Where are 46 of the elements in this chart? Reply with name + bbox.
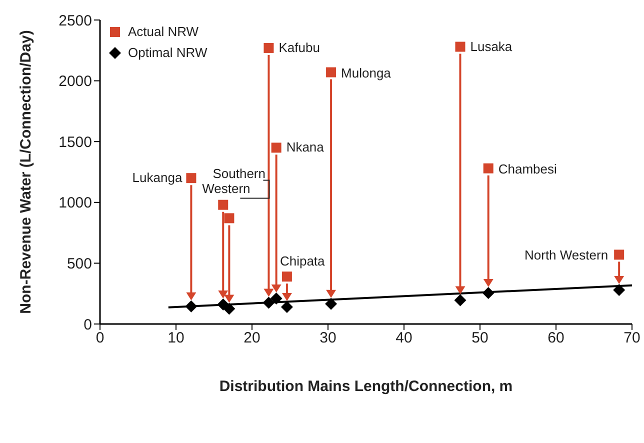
y-tick-label: 2500 — [58, 12, 92, 30]
annotation: Nkana — [286, 140, 325, 155]
point — [223, 302, 236, 315]
point — [218, 200, 228, 210]
point — [186, 173, 196, 184]
x-tick-label: 30 — [320, 330, 336, 347]
annotation: Western — [202, 181, 250, 196]
annotation: Southern — [212, 166, 266, 181]
annotation: Lukanga — [132, 170, 183, 186]
point — [614, 250, 624, 260]
point — [264, 42, 274, 53]
annotation: Chipata — [280, 254, 326, 269]
x-tick-label: 0 — [96, 330, 104, 347]
point — [282, 272, 292, 282]
y-tick-label: 1000 — [58, 194, 92, 212]
x-tick-label: 60 — [548, 330, 564, 347]
x-tick-label: 70 — [624, 330, 640, 347]
point — [325, 298, 338, 310]
x-tick-label: 10 — [168, 330, 184, 347]
x-axis-title: Distribution Mains Length/Connection, m — [219, 378, 513, 395]
y-axis-title: Non-Revenue Water (L/Connection/Day) — [17, 30, 34, 314]
point — [483, 163, 494, 174]
x-tick-label: 50 — [472, 330, 488, 347]
point — [224, 213, 234, 224]
point — [455, 42, 466, 52]
annotation: Kafubu — [278, 40, 320, 55]
y-tick-label: 2000 — [58, 73, 92, 90]
x-tick-label: 20 — [244, 330, 260, 347]
point — [270, 292, 282, 304]
annotation: Lusaka — [470, 38, 513, 54]
point — [271, 142, 282, 153]
annotation: Chambesi — [498, 161, 557, 176]
x-tick-label: 40 — [396, 330, 412, 347]
point — [454, 294, 466, 306]
point — [613, 284, 626, 296]
point — [326, 67, 336, 78]
point — [482, 286, 494, 299]
y-tick-label: 1500 — [58, 134, 92, 151]
point — [185, 300, 198, 312]
y-tick-label: 0 — [84, 316, 92, 334]
annotation: North Western — [524, 248, 608, 263]
point — [262, 296, 275, 309]
annotation: Mulonga — [341, 65, 392, 80]
legend-label: Actual NRW — [128, 24, 199, 39]
y-tick-label: 500 — [66, 256, 92, 273]
legend-label: Optimal NRW — [128, 45, 208, 60]
